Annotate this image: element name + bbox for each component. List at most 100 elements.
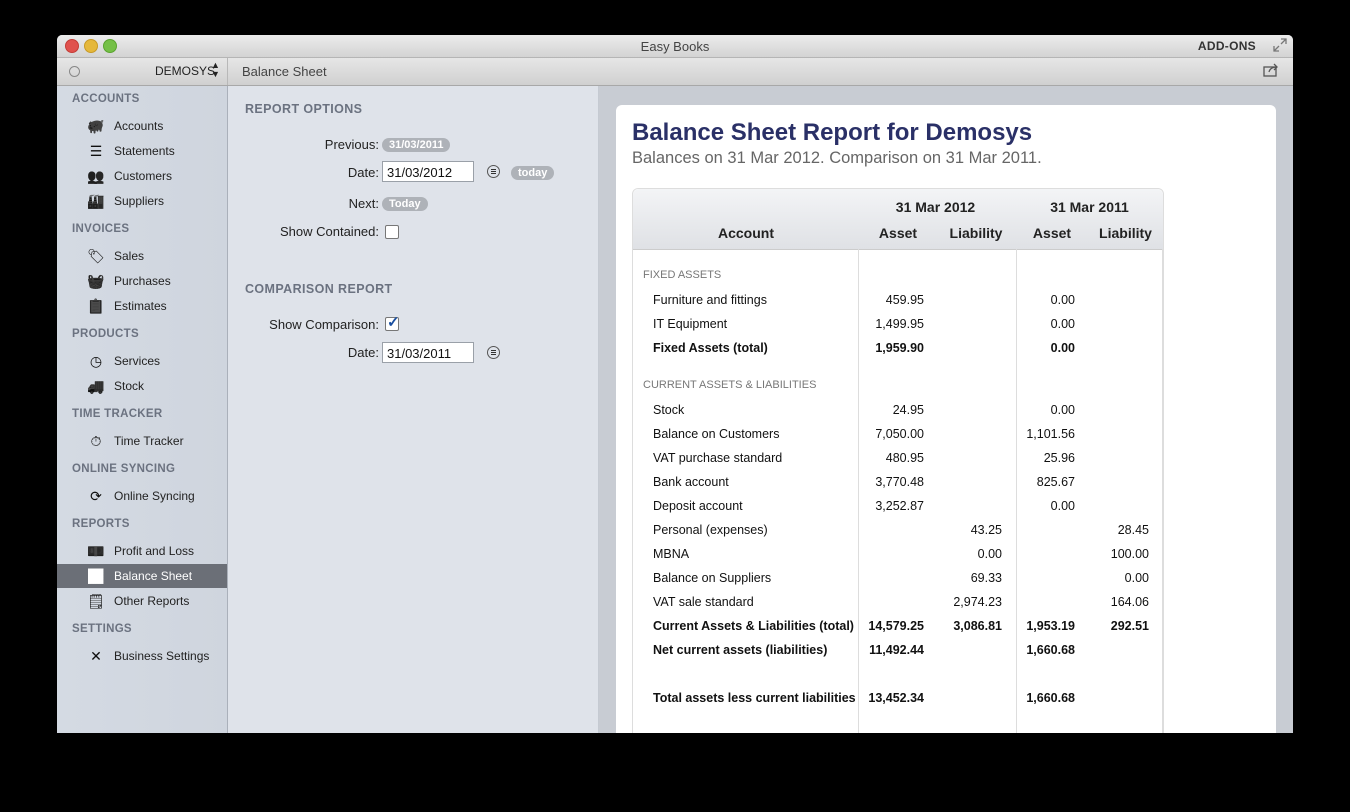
account-name: VAT purchase standard [653, 451, 783, 465]
sidebar-section-header: SETTINGS [72, 623, 132, 635]
sidebar-item-business-settings[interactable]: ✕ Business Settings [57, 644, 227, 668]
basket-icon: 🧺 [87, 273, 105, 289]
sidebar-section-header: TIME TRACKER [72, 408, 163, 420]
account-name: Fixed Assets (total) [653, 341, 768, 355]
amount-cell: 459.95 [885, 293, 924, 307]
sidebar-item-customers[interactable]: 👥 Customers [57, 164, 227, 188]
column-divider [1016, 249, 1017, 733]
account-header: Account [718, 225, 774, 241]
date-label: Date: [347, 165, 379, 180]
amount-cell: 0.00 [1050, 341, 1075, 355]
toolbar-divider [227, 58, 228, 85]
amount-cell: 164.06 [1110, 595, 1149, 609]
sidebar-section-header: INVOICES [72, 223, 130, 235]
amount-cell: 0.00 [1050, 293, 1075, 307]
window-title: Easy Books [640, 39, 710, 54]
report-options-panel: REPORT OPTIONS Previous: 31/03/2011 Date… [228, 86, 599, 733]
updown-chevron-icon[interactable]: ▲ ▼ [211, 60, 220, 79]
amount-cell: 0.00 [977, 547, 1002, 561]
sidebar-item-label: Profit and Loss [114, 544, 195, 558]
status-circle-icon[interactable] [69, 66, 80, 77]
sidebar-item-label: Stock [114, 379, 145, 393]
app-window: Easy Books ADD-ONS DEMOSYS ▲ ▼ Balance Sh… [57, 35, 1293, 733]
sidebar-item-balance-sheet[interactable]: 📈 Balance Sheet [57, 564, 227, 588]
previous-date-button[interactable]: 31/03/2011 [382, 138, 451, 152]
sidebar-item-label: Other Reports [114, 594, 190, 608]
account-name: MBNA [653, 547, 690, 561]
sidebar-item-purchases[interactable]: 🧺 Purchases [57, 269, 227, 293]
report-options-header: REPORT OPTIONS [245, 102, 363, 116]
amount-cell: 3,770.48 [875, 475, 924, 489]
account-name: VAT sale standard [653, 595, 754, 609]
amount-cell: 25.96 [1043, 451, 1075, 465]
amount-cell: 480.95 [885, 451, 924, 465]
amount-cell: 0.00 [1050, 317, 1075, 331]
sidebar-item-stock[interactable]: 🚚 Stock [57, 374, 227, 398]
comparison-date-field[interactable]: 31/03/2011 [382, 342, 474, 363]
account-name: Balance on Customers [653, 427, 780, 441]
sidebar-item-label: Customers [114, 169, 173, 183]
amount-cell: 1,660.68 [1026, 643, 1075, 657]
period2-header: 31 Mar 2011 [1050, 199, 1129, 215]
piggy-bank-icon: 🐖 [87, 118, 105, 134]
liability2-header: Liability [1099, 225, 1152, 241]
account-name: Stock [653, 403, 685, 417]
amount-cell: 1,660.68 [1026, 691, 1075, 705]
sidebar-item-label: Balance Sheet [114, 569, 193, 583]
sidebar-item-sales[interactable]: 🏷 Sales [57, 244, 227, 268]
sidebar-item-accounts[interactable]: 🐖 Accounts [57, 114, 227, 138]
today-button[interactable]: today [511, 166, 555, 180]
comparison-date-menu-icon[interactable] [487, 346, 500, 359]
amount-cell: 14,579.25 [868, 619, 924, 633]
sidebar-item-suppliers[interactable]: 🏭 Suppliers [57, 189, 227, 213]
amount-cell: 43.25 [970, 523, 1002, 537]
minimize-window-button[interactable] [84, 39, 98, 53]
next-label: Next: [348, 196, 379, 211]
sidebar-item-other-reports[interactable]: 🗒 Other Reports [57, 589, 227, 613]
tag-icon: 🏷 [87, 248, 105, 264]
sidebar-item-online-syncing[interactable]: ⟳ Online Syncing [57, 484, 227, 508]
sync-icon: ⟳ [90, 488, 102, 504]
sidebar-item-services[interactable]: ◷ Services [57, 349, 227, 373]
account-name: Deposit account [653, 499, 743, 513]
show-contained-label: Show Contained: [279, 224, 379, 239]
add-ons-button[interactable]: ADD-ONS [1197, 39, 1256, 53]
amount-cell: 3,252.87 [875, 499, 924, 513]
customers-icon: 👥 [87, 168, 105, 184]
share-icon[interactable] [1263, 63, 1279, 77]
amount-cell: 7,050.00 [875, 427, 924, 441]
truck-icon: 🚚 [87, 378, 105, 394]
sidebar-section-header: ONLINE SYNCING [72, 463, 176, 475]
sidebar-section-header: REPORTS [72, 518, 130, 530]
sidebar-item-estimates[interactable]: 📋 Estimates [57, 294, 227, 318]
amount-cell: 1,101.56 [1026, 427, 1075, 441]
amount-cell: 13,452.34 [868, 691, 924, 705]
amount-cell: 1,953.19 [1026, 619, 1075, 633]
next-date-button[interactable]: Today [382, 197, 428, 211]
sidebar-item-label: Statements [114, 144, 175, 158]
date-menu-icon[interactable] [487, 165, 500, 178]
fullscreen-icon[interactable] [1273, 38, 1287, 52]
asset1-header: Asset [878, 225, 918, 241]
account-name: Furniture and fittings [653, 293, 767, 307]
account-name: Net current assets (liabilities) [653, 643, 828, 657]
column-divider [1162, 249, 1163, 733]
report-date-field[interactable]: 31/03/2012 [382, 161, 474, 182]
sidebar-item-label: Estimates [114, 299, 167, 313]
sidebar-item-time-tracker[interactable]: ⏱ Time Tracker [57, 429, 227, 453]
column-divider [858, 249, 859, 733]
account-name: Total assets less current liabilities [653, 691, 856, 705]
account-name: Current Assets & Liabilities (total) [653, 619, 854, 633]
tools-icon: ✕ [90, 648, 102, 664]
close-window-button[interactable] [65, 39, 79, 53]
line-chart-icon: 📈 [87, 568, 105, 584]
sidebar-item-label: Sales [114, 249, 145, 263]
show-contained-checkbox[interactable] [385, 225, 399, 239]
show-comparison-checkbox[interactable]: ✓ [385, 314, 400, 331]
sidebar-item-profit-and-loss[interactable]: 💵 Profit and Loss [57, 539, 227, 563]
company-selector[interactable]: DEMOSYS [155, 64, 216, 78]
sidebar-item-statements[interactable]: ☰ Statements [57, 139, 227, 163]
sidebar-item-label: Time Tracker [114, 434, 184, 448]
zoom-window-button[interactable] [103, 39, 117, 53]
amount-cell: 825.67 [1036, 475, 1075, 489]
